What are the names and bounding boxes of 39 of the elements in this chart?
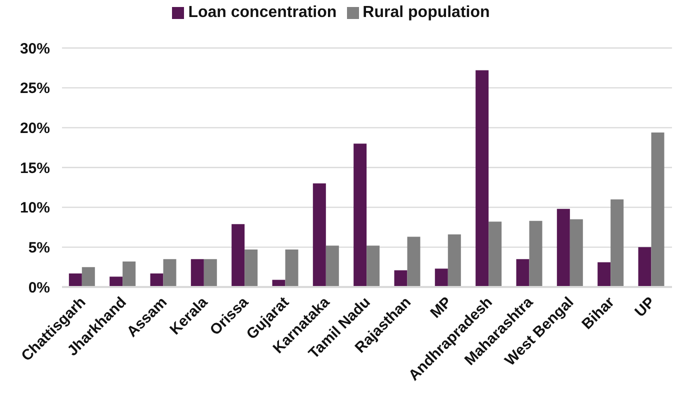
bar — [150, 273, 164, 287]
bar — [190, 259, 204, 287]
bar — [448, 234, 461, 287]
legend-label: Loan concentration — [188, 4, 337, 21]
y-tick-label: 20% — [20, 120, 50, 137]
y-tick-label: 5% — [28, 239, 50, 256]
bar — [204, 259, 217, 287]
y-tick-label: 25% — [20, 80, 50, 98]
bar — [122, 262, 136, 287]
bar — [285, 250, 298, 287]
bar — [366, 246, 380, 287]
bar — [598, 262, 611, 287]
bar — [110, 276, 123, 287]
y-tick-label: 10% — [20, 200, 50, 217]
bar — [516, 259, 530, 287]
bar — [82, 267, 95, 287]
bar — [312, 183, 326, 287]
bar — [638, 247, 652, 287]
x-tick-label: UP — [632, 294, 658, 321]
y-tick-label: 30% — [20, 40, 50, 58]
bar — [163, 259, 176, 287]
bar — [488, 222, 502, 287]
bar — [570, 219, 583, 287]
bar — [68, 273, 82, 287]
bar — [354, 144, 367, 287]
bar — [610, 199, 624, 287]
bar — [556, 208, 570, 287]
legend-label: Rural population — [362, 4, 490, 21]
bar — [394, 270, 408, 287]
y-tick-label: 0% — [28, 279, 50, 296]
bar — [232, 224, 245, 287]
bar — [326, 246, 339, 287]
bar — [244, 250, 258, 287]
bar — [407, 236, 420, 287]
bar — [434, 268, 448, 287]
bar — [651, 132, 664, 287]
bar — [529, 220, 542, 287]
bar — [476, 70, 489, 287]
y-tick-label: 15% — [20, 160, 50, 177]
